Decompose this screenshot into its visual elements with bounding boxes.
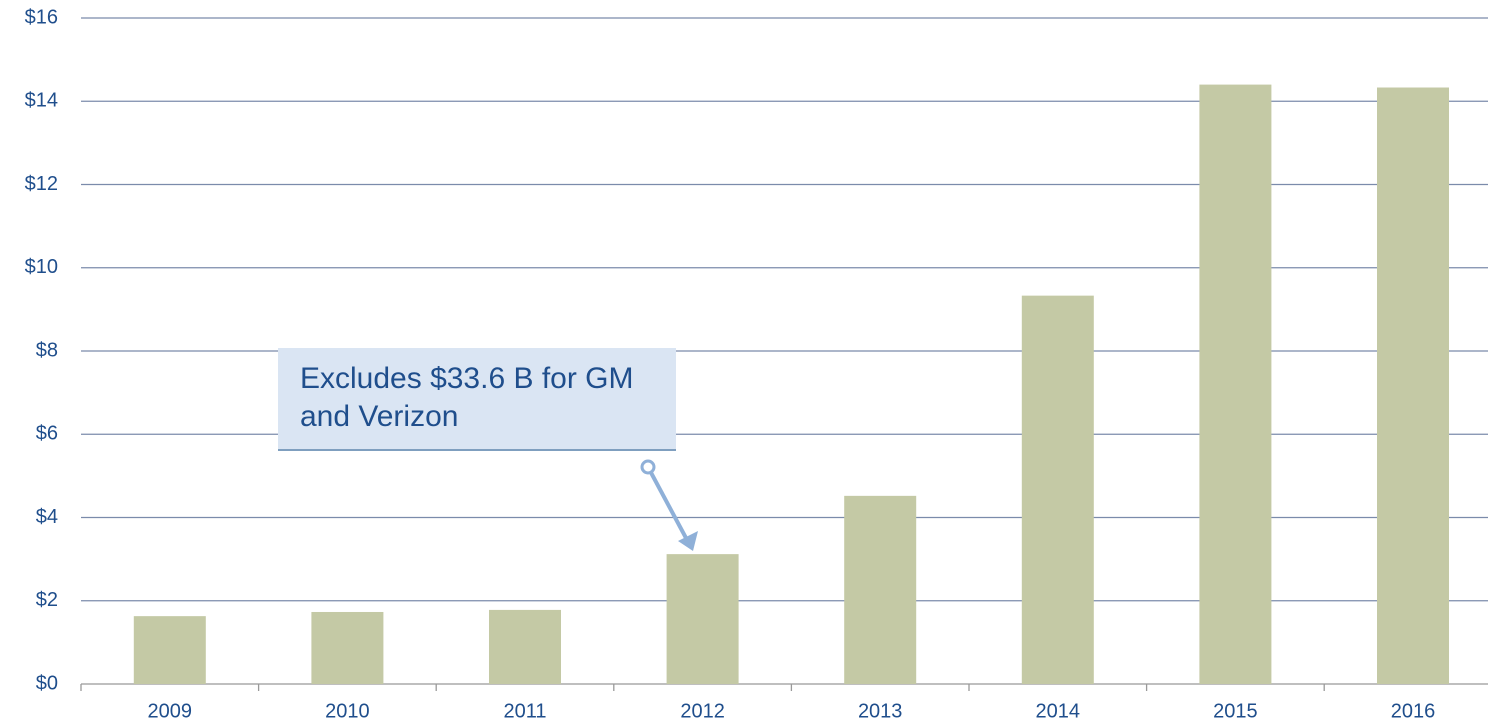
x-tick-label: 2013 — [858, 700, 903, 722]
y-tick-label: $6 — [36, 423, 58, 445]
annotation-dot — [640, 459, 656, 475]
annotation-connector — [646, 466, 688, 539]
x-tick-label: 2015 — [1213, 700, 1258, 722]
x-tick-label: 2011 — [503, 700, 546, 722]
annotation-arrowhead — [678, 531, 698, 551]
y-tick-label: $12 — [25, 173, 58, 195]
bar — [1377, 87, 1449, 685]
x-tick-label: 2014 — [1036, 700, 1081, 722]
bar — [489, 609, 561, 684]
y-tick-label: $10 — [25, 256, 58, 278]
x-tick-label: 2012 — [680, 700, 725, 722]
annotation: Excludes $33.6 B for GM and Verizon — [278, 348, 676, 451]
x-tick-label: 2010 — [325, 700, 370, 722]
bar-layer — [133, 84, 1449, 685]
y-tick-label: $14 — [25, 90, 58, 112]
x-tick-label: 2009 — [148, 700, 193, 722]
y-tick-label: $4 — [36, 506, 58, 528]
bar — [311, 611, 384, 684]
x-tick-label: 2016 — [1391, 700, 1436, 722]
y-tick-label: $2 — [36, 589, 58, 611]
y-tick-label: $0 — [36, 672, 58, 694]
bar — [133, 616, 206, 684]
bar — [1021, 295, 1094, 684]
bar — [666, 554, 739, 684]
bar — [844, 495, 917, 684]
y-tick-label: $16 — [25, 6, 58, 28]
bar — [1199, 84, 1272, 685]
y-tick-label: $8 — [36, 339, 58, 361]
